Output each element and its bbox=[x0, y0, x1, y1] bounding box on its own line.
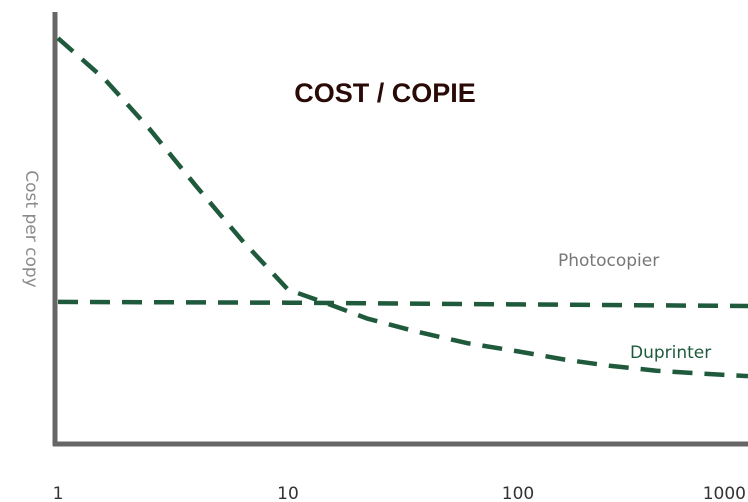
chart-title: COST / COPIE bbox=[294, 78, 476, 108]
series-line-duprinter bbox=[56, 36, 748, 379]
x-tick-label: 1 bbox=[53, 484, 64, 502]
duprinter-label: Duprinter bbox=[630, 343, 711, 363]
x-tick-labels: 1 10 100 1000 bbox=[53, 484, 746, 502]
x-tick-label: 1000 bbox=[703, 484, 746, 502]
photocopier-label: Photocopier bbox=[558, 251, 659, 271]
series-line-photocopier bbox=[57, 299, 748, 309]
series-layer bbox=[56, 36, 748, 379]
y-axis-label: Cost per copy bbox=[21, 170, 41, 287]
x-tick-label: 100 bbox=[502, 484, 534, 502]
x-tick-label: 10 bbox=[277, 484, 299, 502]
